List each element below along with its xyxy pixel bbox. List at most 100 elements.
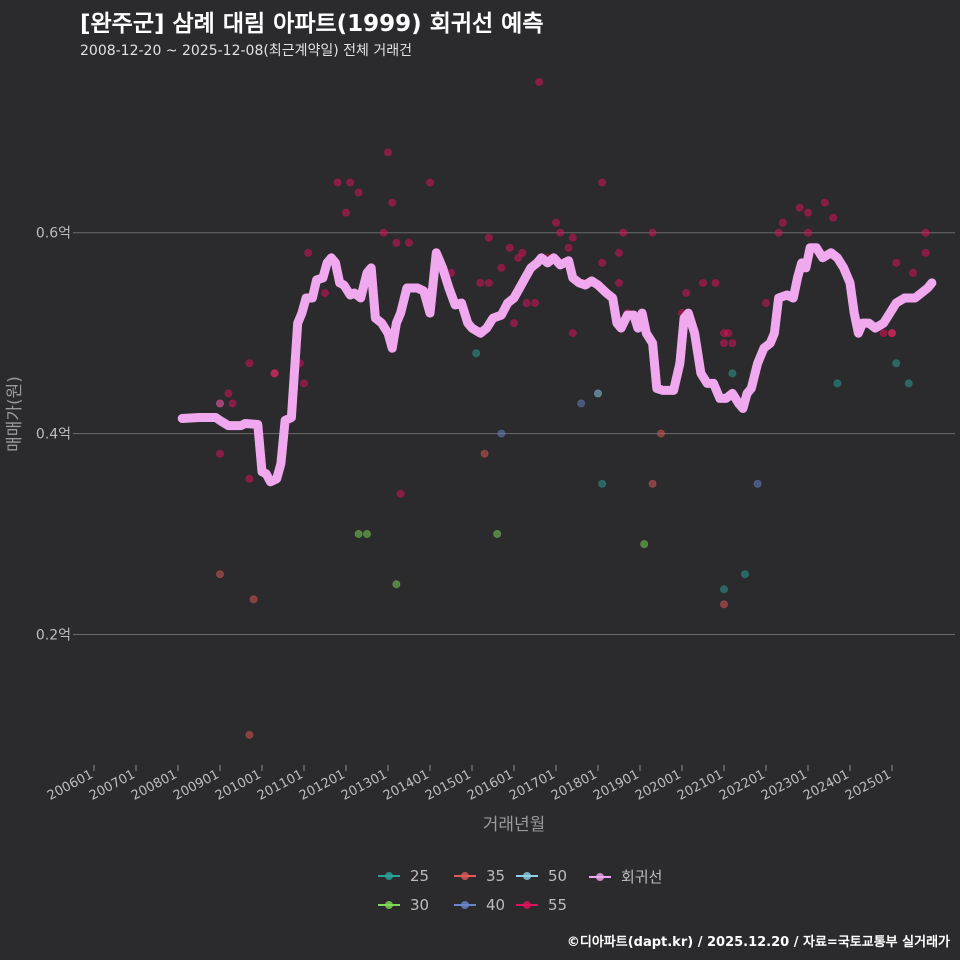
data-point-55 [354,188,363,197]
data-point-50 [593,389,603,398]
data-point-55 [476,278,485,288]
data-point-55 [568,329,577,338]
data-point-55 [619,228,628,237]
legend-item-25: 25 [374,866,429,886]
data-point-55 [425,178,435,187]
data-point-35 [648,479,657,488]
data-point-25 [892,359,901,368]
data-point-55 [795,203,804,212]
data-point-55 [778,218,787,227]
x-tick-label: 202101 [675,767,726,804]
data-point-55 [270,369,279,378]
data-point-55 [598,178,607,187]
x-tick-label: 201201 [297,767,348,804]
data-point-55 [228,399,237,408]
data-point-35 [656,429,666,438]
x-tick-label: 201301 [339,767,390,804]
legend-label: 50 [548,867,568,885]
data-point-55 [346,178,355,187]
data-point-55 [530,298,540,308]
data-point-25 [833,379,842,388]
data-point-55 [892,258,901,267]
data-point-55 [551,218,561,227]
data-point-55 [724,329,733,338]
y-tick-label: 0.4억 [36,427,71,443]
x-tick-label: 201401 [381,767,432,804]
data-point-55 [719,339,729,348]
legend-item-35: 35 [450,866,505,886]
data-point-25 [740,570,750,579]
data-point-55 [497,263,506,272]
legend-key-icon [512,866,542,886]
x-tick-label: 202301 [759,767,810,804]
data-point-55 [245,359,254,368]
data-point-55 [404,238,414,247]
data-point-55 [564,243,573,252]
x-tick-label: 201701 [507,767,558,804]
data-point-55 [333,178,342,187]
data-point-35 [480,449,489,458]
y-tick-label: 0.6억 [36,226,71,242]
x-tick-label: 202201 [717,767,768,804]
legend-item-30: 30 [374,895,429,915]
data-point-55 [568,233,577,242]
data-point-25 [904,379,913,388]
x-tick-label: 202501 [843,767,894,804]
data-point-55 [908,268,918,277]
data-point-55 [245,474,254,483]
y-axis-label: 매매가(원) [5,376,25,452]
x-tick-label: 201101 [255,767,306,804]
data-point-55 [320,288,330,298]
chart-subtitle: 2008-12-20 ~ 2025-12-08(최근계약일) 전체 거래건 [80,43,412,59]
data-point-55 [484,278,493,288]
data-point-35 [719,600,729,609]
x-tick-label: 200801 [129,767,180,804]
x-tick-label: 201901 [591,767,642,804]
data-point-55 [514,253,523,262]
data-point-55 [887,329,897,338]
data-point-55 [614,248,624,257]
legend-key-icon [512,895,542,915]
data-point-25 [598,479,607,488]
legend-item-회귀선: 회귀선 [585,866,662,887]
x-tick-label: 202401 [801,767,852,804]
x-tick-label: 201501 [423,767,474,804]
data-point-55 [803,228,813,237]
data-point-55 [535,77,544,87]
data-point-55 [682,288,691,298]
chart-title: [완주군] 삼례 대림 아파트(1999) 회귀선 예측 [80,11,544,37]
legend-key-icon [374,895,404,915]
legend-item-55: 55 [512,895,567,915]
data-point-55 [392,238,401,247]
data-point-55 [383,148,393,157]
data-point-55 [379,228,388,237]
data-point-55 [388,198,397,207]
data-point-30 [493,529,502,539]
data-point-55 [304,248,313,257]
data-point-55 [820,198,829,207]
legend-label: 회귀선 [621,868,663,886]
data-point-55 [522,298,531,308]
data-point-35 [249,595,258,604]
regression-line [177,243,937,487]
data-point-55 [299,379,309,388]
data-point-55 [215,449,225,458]
x-tick-label: 202001 [633,767,684,804]
data-point-55 [509,319,519,328]
data-point-55 [614,278,624,288]
data-point-30 [354,529,363,539]
data-point-55 [728,339,737,348]
data-point-55 [396,489,405,498]
data-point-55 [598,258,607,267]
legend-key-icon [450,866,480,886]
data-point-55 [505,243,514,252]
data-point-55 [921,228,930,237]
x-tick-label: 200901 [171,767,222,804]
data-point-30 [640,539,649,549]
data-point-55 [215,399,225,408]
legend-key-icon [450,895,480,915]
data-point-25 [719,585,729,594]
legend-item-50: 50 [512,866,567,886]
data-point-55 [556,228,565,237]
